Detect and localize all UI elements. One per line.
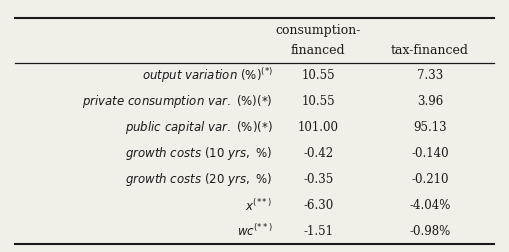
Text: 7.33: 7.33: [417, 70, 443, 82]
Text: $\mathit{growth\ costs\ (20\ yrs,\ \%)}$: $\mathit{growth\ costs\ (20\ yrs,\ \%)}$: [125, 171, 272, 188]
Text: -0.35: -0.35: [303, 173, 333, 186]
Text: $\mathit{output\ variation\ (\%)^{(*)}}$: $\mathit{output\ variation\ (\%)^{(*)}}$: [142, 67, 272, 85]
Text: tax-financed: tax-financed: [391, 44, 469, 57]
Text: -6.30: -6.30: [303, 199, 333, 212]
Text: -1.51: -1.51: [303, 225, 333, 238]
Text: $\mathit{private\ consumption\ var.\ (\%)(*)}$: $\mathit{private\ consumption\ var.\ (\%…: [82, 93, 272, 110]
Text: -0.140: -0.140: [411, 147, 449, 160]
Text: financed: financed: [291, 44, 346, 57]
Text: 95.13: 95.13: [413, 121, 447, 134]
Text: $\mathit{growth\ costs\ (10\ yrs,\ \%)}$: $\mathit{growth\ costs\ (10\ yrs,\ \%)}$: [125, 145, 272, 162]
Text: 10.55: 10.55: [301, 70, 335, 82]
Text: $\mathit{x}^{(**)}$: $\mathit{x}^{(**)}$: [245, 198, 272, 213]
Text: 10.55: 10.55: [301, 95, 335, 108]
Text: -0.210: -0.210: [411, 173, 449, 186]
Text: 3.96: 3.96: [417, 95, 443, 108]
Text: -0.42: -0.42: [303, 147, 333, 160]
Text: 101.00: 101.00: [298, 121, 338, 134]
Text: $\mathit{wc}^{(**)}$: $\mathit{wc}^{(**)}$: [237, 224, 272, 239]
Text: -4.04%: -4.04%: [409, 199, 451, 212]
Text: consumption-: consumption-: [275, 24, 361, 37]
Text: -0.98%: -0.98%: [409, 225, 451, 238]
Text: $\mathit{public\ capital\ var.\ (\%)(*)}$: $\mathit{public\ capital\ var.\ (\%)(*)}…: [125, 119, 272, 136]
